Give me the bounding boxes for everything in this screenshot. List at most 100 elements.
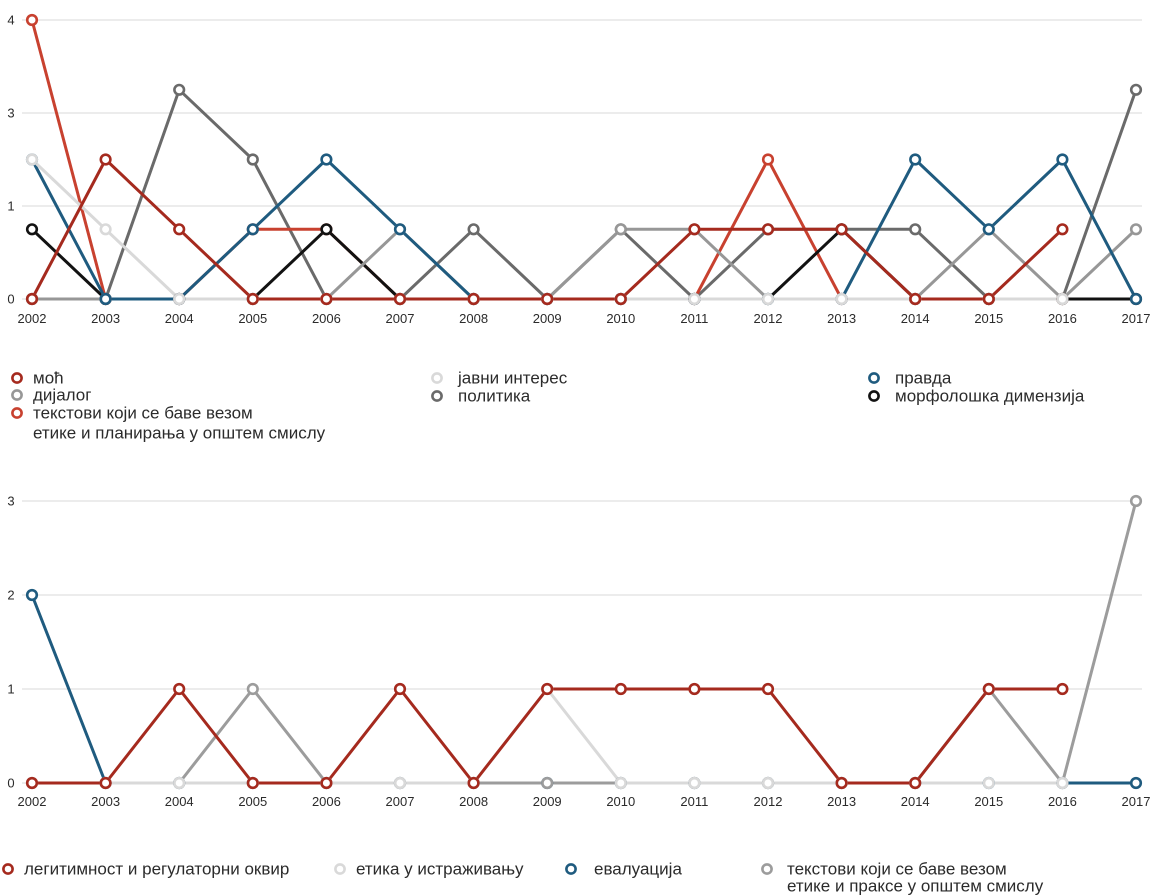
legend-item: морфолошка димензија [868, 387, 1085, 406]
data-point [173, 292, 186, 306]
legend-marker-icon [334, 863, 346, 875]
y-tick-label: 3 [7, 494, 14, 509]
legend-item: етика у истраживању [334, 860, 524, 879]
data-point [467, 292, 480, 306]
data-point [173, 223, 186, 236]
y-tick-label: 1 [7, 682, 14, 697]
data-point [835, 223, 848, 236]
legend-marker-icon [565, 863, 577, 875]
data-point [320, 292, 333, 306]
series-line-2 [30, 687, 1064, 785]
x-tick-label: 2015 [974, 794, 1003, 809]
series-line-1 [30, 687, 1064, 785]
data-point [982, 682, 995, 696]
data-point [614, 292, 627, 306]
x-tick-label: 2015 [974, 311, 1003, 326]
data-point [835, 776, 848, 790]
legend-label-line: текстови који се баве везом [33, 404, 257, 423]
data-point [320, 223, 333, 236]
data-point [99, 153, 112, 166]
data-point [99, 292, 112, 306]
legend-label: правда [895, 369, 952, 388]
data-point [1056, 223, 1069, 236]
data-point [614, 223, 627, 236]
series-line-3 [30, 18, 1064, 301]
y-tick-label: 4 [7, 13, 14, 28]
data-point [688, 682, 701, 696]
legend-marker-icon [868, 372, 880, 384]
x-tick-label: 2013 [827, 794, 856, 809]
data-point [909, 223, 922, 236]
data-point [25, 153, 39, 166]
legend-marker-icon [11, 407, 23, 419]
x-tick-label: 2002 [18, 311, 47, 326]
legend-label-line: етике и праксе у општем смислу [787, 877, 1044, 896]
legend-label: текстови који се баве везом етике и план… [33, 404, 326, 443]
line-chart-2: 3 2 1 0 2002 2003 2004 2005 2006 2007 2008 2009 2010… [2, 494, 1151, 896]
data-point [25, 776, 39, 790]
legend-item: текстови који се баве везом етике и план… [11, 404, 326, 443]
data-point [688, 776, 701, 790]
legend-item: текстови који се баве везом етике и прак… [761, 860, 1044, 896]
data-point [688, 292, 701, 306]
legend-label: етика у истраживању [356, 860, 524, 879]
data-point [467, 223, 480, 236]
x-tick-label: 2016 [1048, 311, 1077, 326]
data-point [99, 223, 112, 236]
data-point [25, 588, 39, 602]
x-tick-label: 2004 [165, 311, 194, 326]
data-point [99, 776, 112, 790]
x-tick-label: 2012 [754, 311, 783, 326]
data-point [761, 776, 775, 790]
x-tick-label: 2016 [1048, 794, 1077, 809]
y-tick-label: 0 [7, 776, 14, 791]
x-tick-label: 2011 [680, 794, 708, 809]
legend-label: дијалог [33, 386, 91, 405]
legend-label: политика [458, 387, 531, 406]
data-point [393, 223, 407, 236]
x-tick-label: 2008 [459, 794, 488, 809]
legend-label: моћ [33, 369, 64, 388]
y-tick-label: 1 [7, 199, 14, 214]
data-point [982, 776, 995, 790]
data-point [541, 292, 554, 306]
data-point [1129, 223, 1143, 236]
data-point [1056, 776, 1069, 790]
legend-item: правда [868, 369, 952, 388]
data-point [1129, 776, 1143, 790]
legend-label-line: етике и планирања у општем смислу [33, 424, 326, 443]
series-line-4 [30, 499, 1138, 785]
x-tick-label: 2017 [1122, 794, 1151, 809]
x-tick-label: 2010 [606, 311, 635, 326]
data-point [393, 682, 407, 696]
x-tick-label: 2006 [312, 794, 341, 809]
legend-marker-icon [11, 372, 23, 384]
x-tick-label: 2003 [91, 311, 120, 326]
series-line-5 [30, 88, 1138, 301]
data-point [761, 223, 775, 236]
data-point [982, 223, 995, 236]
legend-marker-icon [761, 863, 773, 875]
data-point [1129, 83, 1143, 96]
legend-marker-icon [431, 372, 443, 384]
data-point [1056, 292, 1069, 306]
data-point [541, 682, 554, 696]
x-tick-label: 2017 [1122, 311, 1151, 326]
data-point [761, 682, 775, 696]
legend: легитимност и регулаторни оквир етика у и… [2, 860, 1044, 896]
data-point [835, 292, 848, 306]
data-point [25, 13, 39, 27]
legend-item: евалуација [565, 860, 682, 879]
x-tick-label: 2014 [901, 794, 930, 809]
x-tick-label: 2011 [680, 311, 708, 326]
legend-label: морфолошка димензија [895, 387, 1085, 406]
data-point [246, 223, 259, 236]
data-point [320, 153, 333, 166]
data-point [246, 776, 259, 790]
legend-item: политика [431, 387, 531, 406]
y-tick-label: 3 [7, 106, 14, 121]
data-point [393, 776, 407, 790]
legend-item: дијалог [11, 386, 91, 405]
data-point [909, 776, 922, 790]
